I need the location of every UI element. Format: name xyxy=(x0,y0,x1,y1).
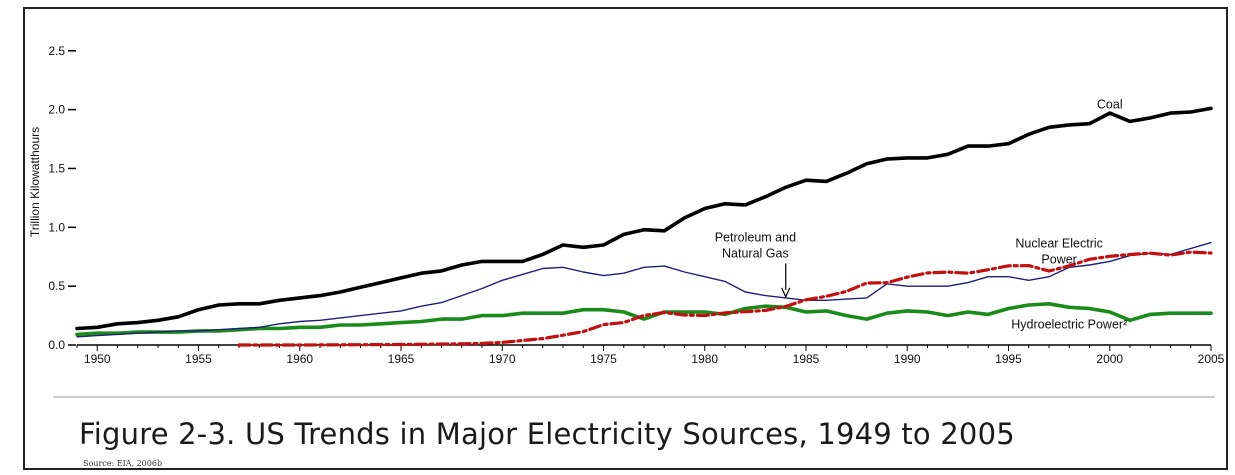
annotation-petroleum-and-natural-gas-line-2: Natural Gas xyxy=(722,246,789,260)
annotation-hydroelectric-power: Hydroelectric Power² xyxy=(1011,318,1127,332)
figure-frame: Trillion Kilowatthours 0.0 0.5 1.0 1.5 2.0 2.5… xyxy=(23,7,1228,470)
figure-caption: Figure 2-3. US Trends in Major Electrici… xyxy=(79,417,1015,451)
annotation-petroleum-and-natural-gas-line-1: Petroleum and xyxy=(715,230,796,244)
x-tick-label-11: 2005 xyxy=(1198,352,1225,366)
y-tick-label-0: 0.0 xyxy=(48,338,65,352)
x-tick-label-7: 1985 xyxy=(793,352,820,366)
x-tick-label-1: 1955 xyxy=(185,352,212,366)
x-tick-label-0: 1950 xyxy=(84,352,111,366)
line-chart: Trillion Kilowatthours 0.0 0.5 1.0 1.5 2.0 2.5… xyxy=(28,44,1225,398)
y-tick-label-3: 1.5 xyxy=(48,161,65,175)
annotation-nuclear-electric-power-line-2: Power xyxy=(1041,252,1076,266)
x-tick-label-4: 1970 xyxy=(489,352,516,366)
x-tick-label-3: 1965 xyxy=(388,352,415,366)
x-tick-label-2: 1960 xyxy=(286,352,313,366)
annotation-coal: Coal xyxy=(1097,97,1123,111)
y-tick-label-2: 1.0 xyxy=(48,220,65,234)
annotation-arrow-head xyxy=(781,287,791,299)
figure-source: Source: EIA, 2006b xyxy=(83,459,163,468)
y-axis-label: Trillion Kilowatthours xyxy=(28,127,42,237)
series-line-coal xyxy=(75,106,1213,331)
series-line-petroleum-and-natural-gas xyxy=(76,241,1212,338)
x-tick-label-9: 1995 xyxy=(995,352,1022,366)
y-tick-label-5: 2.5 xyxy=(48,44,65,58)
x-tick-label-8: 1990 xyxy=(894,352,921,366)
x-tick-label-10: 2000 xyxy=(1096,352,1123,366)
y-tick-label-1: 0.5 xyxy=(48,279,65,293)
series-line-nuclear-electric-power xyxy=(237,250,1213,347)
annotation-nuclear-electric-power-line-1: Nuclear Electric xyxy=(1015,236,1103,250)
x-tick-label-6: 1980 xyxy=(691,352,718,366)
y-tick-label-4: 2.0 xyxy=(48,103,65,117)
series-line-hydroelectric-power xyxy=(75,302,1213,337)
x-tick-label-5: 1975 xyxy=(590,352,617,366)
